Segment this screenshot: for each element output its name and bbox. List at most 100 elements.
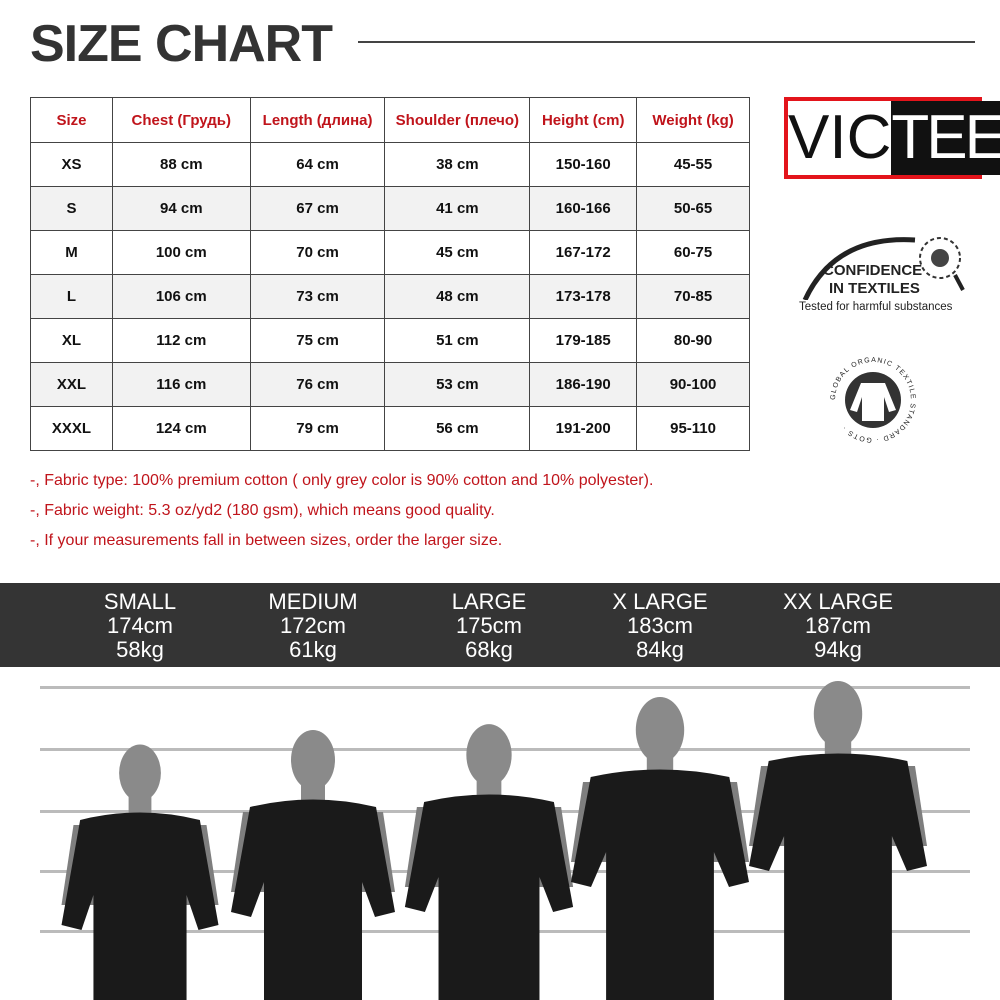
cell-weight: 80-90 [636,318,750,363]
model-label: MEDIUM 172cm 61kg [233,590,393,662]
note-fabric-weight: -, Fabric weight: 5.3 oz/yd2 (180 gsm), … [30,502,495,519]
cell-length: 79 cm [249,406,386,451]
model-figure [404,724,574,1000]
oeko-line3: Tested for harmful substances [799,301,953,313]
model-height: 175cm [455,613,523,638]
cell-shoulder: 45 cm [384,230,531,275]
table-row: XL 112 cm 75 cm 51 cm 179-185 80-90 [30,318,750,363]
oeko-arc-icon [802,237,965,300]
table-row: XXXL 124 cm 79 cm 56 cm 191-200 95-110 [30,406,750,451]
cell-chest: 88 cm [111,142,251,187]
models-band [0,583,1000,667]
model-size: LARGE [451,589,527,614]
cell-size: M [30,230,113,275]
table-row: XS 88 cm 64 cm 38 cm 150-160 45-55 [30,142,750,187]
model-weight: 84kg [636,637,684,662]
cell-size: XS [30,142,113,187]
note-sizing: -, If your measurements fall in between … [30,532,503,549]
cell-height: 173-178 [529,274,638,319]
header-chest: Chest (Грудь) [111,97,251,143]
cell-weight: 60-75 [636,230,750,275]
cell-height: 179-185 [529,318,638,363]
cell-shoulder: 38 cm [384,142,531,187]
table-row: S 94 cm 67 cm 41 cm 160-166 50-65 [30,186,750,231]
cell-size: XXXL [30,406,113,451]
header-size: Size [30,97,113,143]
table-row: M 100 cm 70 cm 45 cm 167-172 60-75 [30,230,750,275]
cell-length: 64 cm [249,142,386,187]
cell-length: 73 cm [249,274,386,319]
note-fabric-type: -, Fabric type: 100% premium cotton ( on… [30,472,654,489]
cell-length: 70 cm [249,230,386,275]
models-illustration [61,681,927,1000]
victees-logo: VIC TEES [784,97,1000,179]
cell-size: L [30,274,113,319]
tshirt [231,799,395,1000]
cell-shoulder: 51 cm [384,318,531,363]
cell-length: 75 cm [249,318,386,363]
model-figure [231,730,395,1000]
cell-shoulder: 48 cm [384,274,531,319]
header-shoulder: Shoulder (плечо) [384,97,531,143]
cell-height: 150-160 [529,142,638,187]
tshirt [571,769,749,1000]
cell-length: 67 cm [249,186,386,231]
notes: -, Fabric type: 100% premium cotton ( on… [30,466,653,556]
model-label: LARGE 175cm 68kg [409,590,569,662]
model-figure [749,681,927,1000]
cell-chest: 106 cm [111,274,251,319]
cell-shoulder: 56 cm [384,406,531,451]
model-label: X LARGE 183cm 84kg [580,590,740,662]
oeko-tex-badge: CONFIDENCE IN TEXTILES Tested for harmfu… [795,230,975,320]
tshirt [404,794,574,1000]
model-height: 174cm [106,613,174,638]
cell-height: 191-200 [529,406,638,451]
model-weight: 68kg [465,637,513,662]
model-height: 183cm [626,613,694,638]
header-weight: Weight (kg) [636,97,750,143]
page-title: SIZE CHART [30,15,333,73]
cell-weight: 50-65 [636,186,750,231]
cell-chest: 116 cm [111,362,251,407]
model-label: XX LARGE 187cm 94kg [758,590,918,662]
model-height: 187cm [804,613,872,638]
tshirt [749,753,927,1000]
cell-chest: 124 cm [111,406,251,451]
oeko-line1: CONFIDENCE [823,262,923,279]
model-weight: 61kg [289,637,337,662]
model-size: MEDIUM [268,589,358,614]
model-size: X LARGE [612,589,708,614]
logo-right: TEES [891,101,1000,175]
model-weight: 58kg [116,637,164,662]
logo-left: VIC [788,101,892,175]
shirt-icon [850,383,896,421]
oeko-line2: IN TEXTILES [829,280,920,297]
header-length: Length (длина) [249,97,386,143]
table-row: XXL 116 cm 76 cm 53 cm 186-190 90-100 [30,362,750,407]
cell-chest: 100 cm [111,230,251,275]
cell-shoulder: 41 cm [384,186,531,231]
cell-length: 76 cm [249,362,386,407]
table-header-row: Size Chest (Грудь) Length (длина) Should… [30,97,750,143]
height-line [40,686,970,689]
model-size: SMALL [103,589,177,614]
cell-weight: 45-55 [636,142,750,187]
cell-size: XL [30,318,113,363]
model-size: XX LARGE [782,589,894,614]
cell-height: 160-166 [529,186,638,231]
model-label: SMALL 174cm 58kg [60,590,220,662]
cell-chest: 94 cm [111,186,251,231]
tshirt [61,812,219,1000]
model-weight: 94kg [814,637,862,662]
cell-height: 167-172 [529,230,638,275]
model-figure [571,697,749,1000]
cell-size: XXL [30,362,113,407]
model-figure [61,744,219,1000]
header-height: Height (cm) [529,97,638,143]
cell-size: S [30,186,113,231]
gots-badge: GLOBAL ORGANIC TEXTILE STANDARD · GOTS · [830,357,915,443]
size-table: Size Chest (Грудь) Length (длина) Should… [30,97,750,451]
cell-weight: 95-110 [636,406,750,451]
cell-weight: 70-85 [636,274,750,319]
model-height: 172cm [279,613,347,638]
